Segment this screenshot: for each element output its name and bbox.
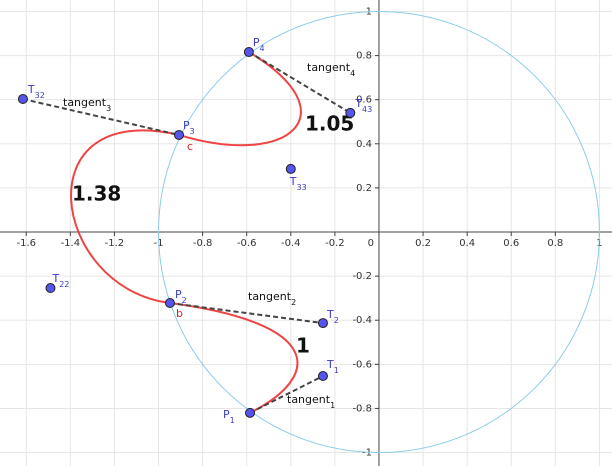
point-label: T1 bbox=[326, 358, 339, 375]
point-label-main: T bbox=[27, 83, 35, 96]
point-label-sub: 3 bbox=[190, 126, 195, 135]
point-label-main: T bbox=[326, 358, 334, 371]
tangent-label: tangent3 bbox=[63, 96, 111, 113]
point-label-sub: 43 bbox=[362, 104, 372, 113]
x-tick-label: 0.6 bbox=[503, 238, 519, 249]
point-label-sub: 32 bbox=[35, 91, 45, 100]
point-label: P3 bbox=[183, 119, 195, 136]
x-tick-label: -1.2 bbox=[105, 238, 125, 249]
x-tick-label: 0.8 bbox=[547, 238, 563, 249]
x-tick-label: 0.2 bbox=[415, 238, 431, 249]
y-tick-label: 0.2 bbox=[356, 183, 372, 194]
curve-length: 1 bbox=[296, 334, 310, 358]
point-label-sub: 4 bbox=[260, 44, 265, 53]
x-tick-label: -0.6 bbox=[237, 238, 257, 249]
point bbox=[345, 107, 356, 118]
tangent-line bbox=[249, 375, 324, 414]
y-tick-label: -0.4 bbox=[352, 315, 372, 326]
point-label: T22 bbox=[51, 272, 69, 289]
point-label-sub: 2 bbox=[334, 316, 339, 325]
point-label-main: P bbox=[183, 119, 190, 132]
curve-length: 1.38 bbox=[72, 182, 121, 206]
point-label-main: P bbox=[253, 36, 260, 49]
point-label: T33 bbox=[289, 175, 307, 192]
point bbox=[17, 94, 28, 105]
point bbox=[45, 283, 56, 294]
point-label-sub: 1 bbox=[334, 366, 339, 375]
point-label: T43 bbox=[354, 97, 372, 114]
point bbox=[317, 371, 328, 382]
point bbox=[317, 318, 328, 329]
tangent-label-sub: 3 bbox=[106, 104, 111, 113]
point-label-main: T bbox=[354, 97, 362, 110]
point-label-main: T bbox=[51, 272, 59, 285]
point-label: P2 bbox=[175, 288, 187, 305]
tangent-label-main: tangent bbox=[63, 96, 107, 109]
x-tick-label: 0.4 bbox=[459, 238, 475, 249]
x-tick-label: -1.6 bbox=[16, 238, 36, 249]
point-label-sub: 33 bbox=[297, 182, 307, 191]
tangent-label-sub: 4 bbox=[350, 69, 355, 78]
x-tick-label: -0.4 bbox=[281, 238, 301, 249]
point-label-main: P bbox=[175, 288, 182, 301]
point-label-sub: 2 bbox=[182, 296, 187, 305]
y-tick-label: -1 bbox=[362, 448, 372, 459]
y-tick-label: 0.4 bbox=[356, 139, 372, 150]
tangent-line bbox=[169, 302, 324, 325]
tangent-label-sub: 2 bbox=[291, 298, 296, 307]
curve-name: b bbox=[176, 307, 183, 320]
x-tick-label: 0 bbox=[368, 238, 374, 249]
bezier-curve bbox=[70, 129, 180, 305]
point-label: T32 bbox=[27, 83, 45, 100]
tangent-label: tangent1 bbox=[287, 393, 335, 410]
tangent-line bbox=[248, 51, 351, 114]
point-label-main: P bbox=[223, 408, 230, 421]
y-tick-label: -0.8 bbox=[352, 403, 372, 414]
y-tick-label: 0.6 bbox=[356, 95, 372, 106]
tangent-line bbox=[22, 98, 180, 136]
tangent-label: tangent2 bbox=[248, 290, 296, 307]
curve-name: c bbox=[187, 140, 193, 153]
point bbox=[285, 163, 296, 174]
x-tick-label: -0.8 bbox=[193, 238, 213, 249]
y-tick-label: -0.2 bbox=[352, 271, 372, 282]
unit-circle bbox=[158, 10, 600, 454]
point-label-main: T bbox=[289, 175, 297, 188]
point-label: T2 bbox=[326, 308, 339, 325]
tangent-label-main: tangent bbox=[307, 61, 351, 74]
point-label-sub: 1 bbox=[230, 415, 235, 424]
bezier-curve bbox=[178, 51, 302, 147]
point bbox=[245, 407, 256, 418]
y-tick-label: -0.6 bbox=[352, 359, 372, 370]
x-tick-label: -1.4 bbox=[61, 238, 81, 249]
y-tick-label: 0.8 bbox=[356, 51, 372, 62]
point-label: P1 bbox=[223, 408, 235, 425]
point-label-main: T bbox=[326, 308, 334, 321]
tangent-label-main: tangent bbox=[287, 393, 331, 406]
point bbox=[243, 47, 254, 58]
point bbox=[174, 129, 185, 140]
tangent-label: tangent4 bbox=[307, 61, 355, 78]
tangent-label-sub: 1 bbox=[330, 401, 335, 410]
x-tick-label: -0.2 bbox=[325, 238, 345, 249]
point-label: P4 bbox=[253, 36, 265, 53]
point bbox=[164, 298, 175, 309]
bezier-curve bbox=[169, 302, 299, 414]
tangent-label-main: tangent bbox=[248, 290, 292, 303]
point-label-sub: 22 bbox=[59, 280, 69, 289]
